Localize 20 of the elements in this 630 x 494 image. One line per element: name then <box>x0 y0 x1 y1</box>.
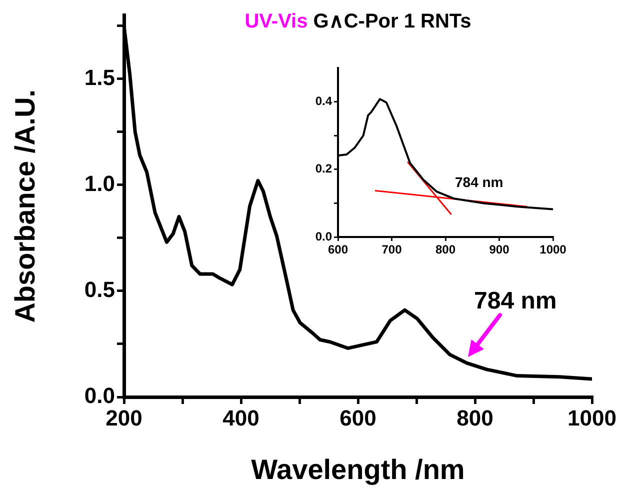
x-tick-label: 600 <box>328 242 348 257</box>
chart-title: UV-Vis G∧C-Por 1 RNTs <box>244 10 472 33</box>
annotation: 784 nm <box>474 288 557 315</box>
y-tick-label: 0.2 <box>315 162 332 176</box>
x-axis-title: Wavelength /nm <box>251 454 465 485</box>
x-tick-label: 1000 <box>540 242 567 257</box>
x-tick-label: 800 <box>435 242 456 257</box>
x-tick-label: 1000 <box>568 405 616 430</box>
y-tick-label: 0.0 <box>315 229 332 244</box>
y-axis-title: Absorbance /A.U. <box>10 89 41 323</box>
y-tick-label: 0.4 <box>315 94 332 108</box>
x-tick-label: 900 <box>489 242 510 257</box>
y-tick-label: 1.5 <box>84 64 115 90</box>
y-tick-label: 0.5 <box>84 277 115 302</box>
x-tick-label: 700 <box>382 242 402 257</box>
x-tick-label: 600 <box>340 405 376 430</box>
x-tick-label: 400 <box>222 405 260 430</box>
y-tick-label: 1.0 <box>84 170 115 196</box>
x-tick-label: 800 <box>456 405 494 430</box>
annotation: 784 nm <box>455 174 504 190</box>
